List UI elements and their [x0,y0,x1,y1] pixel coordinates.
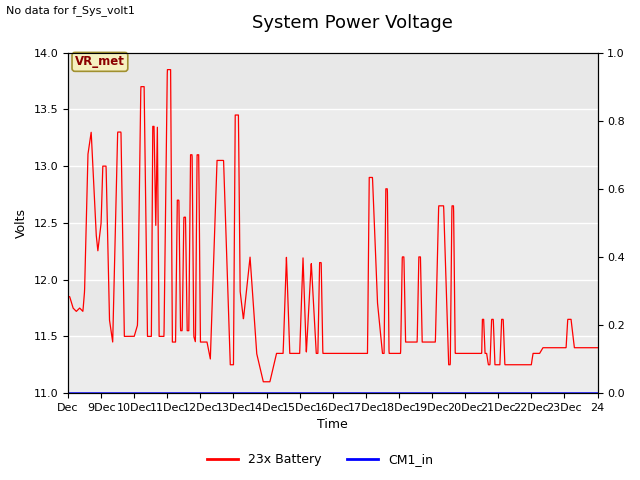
Text: System Power Voltage: System Power Voltage [252,14,452,33]
Bar [68,223,598,280]
Bar [68,336,598,393]
X-axis label: Time: Time [317,419,348,432]
Y-axis label: Volts: Volts [15,208,28,238]
Legend: 23x Battery, CM1_in: 23x Battery, CM1_in [202,448,438,471]
Text: No data for f_Sys_volt1: No data for f_Sys_volt1 [6,5,135,16]
Bar [68,109,598,166]
Text: VR_met: VR_met [75,55,125,68]
